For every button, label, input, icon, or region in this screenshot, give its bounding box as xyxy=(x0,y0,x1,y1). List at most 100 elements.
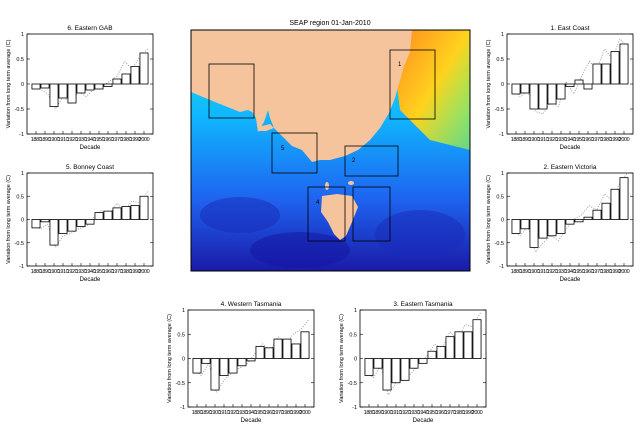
x-tick-label: 1960 xyxy=(583,137,594,143)
bar xyxy=(139,52,149,85)
chart-title: 2. Eastern Victoria xyxy=(544,164,597,171)
y-axis-label: Variation from long term average (C) xyxy=(486,39,492,128)
bar xyxy=(210,358,220,391)
kangaroo-island xyxy=(258,124,274,131)
y-tick-label: 0.5 xyxy=(177,332,185,338)
y-tick-label: 1 xyxy=(501,32,504,38)
x-tick-label: 1920 xyxy=(67,137,78,143)
x-tick-label: 1940 xyxy=(565,137,576,143)
chart-title: 4. Western Tasmania xyxy=(221,301,282,308)
x-tick-label: 1930 xyxy=(76,269,87,275)
x-tick-label: 1960 xyxy=(103,269,114,275)
x-tick-label: 1970 xyxy=(445,410,456,416)
x-tick-label: 1910 xyxy=(58,269,69,275)
x-tick-label: 1990 xyxy=(463,410,474,416)
bar xyxy=(445,336,455,359)
bar xyxy=(112,78,122,85)
map-frame xyxy=(190,29,471,272)
bar xyxy=(255,345,265,359)
bar xyxy=(565,83,575,87)
x-tick-label: 1890 xyxy=(520,269,531,275)
bar xyxy=(400,358,410,381)
bar xyxy=(121,206,131,220)
bar xyxy=(300,331,310,359)
x-tick-label: 1890 xyxy=(40,269,51,275)
bar xyxy=(610,188,620,220)
x-tick-label: 1930 xyxy=(556,137,567,143)
bar xyxy=(547,83,557,105)
x-tick-label: 1920 xyxy=(547,269,558,275)
chart-eastern-victoria: 2. Eastern Victoria-1-0.500.511880189019… xyxy=(486,164,634,283)
bar xyxy=(463,331,473,359)
x-tick-label: 2000 xyxy=(139,137,150,143)
bar xyxy=(40,83,50,89)
x-tick-label: 2000 xyxy=(472,410,483,416)
bar xyxy=(85,219,95,225)
bar xyxy=(130,205,140,220)
bar xyxy=(76,83,86,94)
x-tick-label: 1890 xyxy=(520,137,531,143)
region-label-1: 1 xyxy=(398,62,402,68)
bar xyxy=(556,219,566,234)
bar xyxy=(58,219,68,234)
eddy xyxy=(250,232,350,268)
bar xyxy=(291,343,301,359)
bar xyxy=(520,219,530,230)
x-tick-label: 1970 xyxy=(112,269,123,275)
x-tick-label: 1910 xyxy=(538,137,549,143)
y-axis-label: Variation from long term average (C) xyxy=(6,175,12,264)
y-axis-label: Variation from long term average (C) xyxy=(339,314,345,403)
x-tick-label: 1980 xyxy=(121,137,132,143)
bar xyxy=(103,210,113,220)
flinders-island xyxy=(348,181,354,185)
x-tick-label: 1890 xyxy=(40,137,51,143)
bar xyxy=(139,195,149,220)
y-tick-label: 1 xyxy=(354,308,357,314)
x-tick-label: 1930 xyxy=(237,410,248,416)
y-tick-label: -1 xyxy=(352,405,357,411)
y-tick-label: -0.5 xyxy=(176,381,185,387)
x-tick-label: 1880 xyxy=(192,410,203,416)
bar xyxy=(520,83,530,94)
x-tick-label: 1990 xyxy=(130,269,141,275)
bar xyxy=(40,219,50,223)
bar xyxy=(556,83,566,100)
x-tick-label: 1900 xyxy=(49,137,60,143)
bar xyxy=(94,212,104,220)
x-tick-label: 1960 xyxy=(264,410,275,416)
x-tick-label: 1980 xyxy=(454,410,465,416)
chart-western-tasmania: 4. Western Tasmania-1-0.500.511880189019… xyxy=(167,301,315,424)
chart-east-coast: 1. East Coast -1 -0.5 0 0.5 1 1880189019001910… xyxy=(486,25,634,151)
y-tick-label: 0 xyxy=(21,218,24,224)
x-tick-label: 1940 xyxy=(565,269,576,275)
bar xyxy=(103,83,113,87)
king-island xyxy=(325,182,329,190)
y-tick-label: 0 xyxy=(501,82,504,88)
region-box-5 xyxy=(271,132,318,174)
x-tick-label: 1950 xyxy=(94,137,105,143)
y-tick-label: -1 xyxy=(499,264,504,270)
bar xyxy=(273,338,283,359)
x-tick-label: 1890 xyxy=(201,410,212,416)
bar xyxy=(619,177,629,220)
x-tick-label: 1880 xyxy=(31,269,42,275)
bar xyxy=(592,63,602,85)
x-tick-label: 1950 xyxy=(574,137,585,143)
mainland xyxy=(191,30,412,162)
y-tick-label: 0.5 xyxy=(16,57,24,63)
bar xyxy=(574,219,584,223)
x-tick-label: 1960 xyxy=(436,410,447,416)
bar xyxy=(31,219,41,229)
chart-eastern-gab: 6. Eastern GAB -1 -0.5 0 0.5 1 188018901900191… xyxy=(6,25,154,151)
x-tick-label: 1900 xyxy=(49,269,60,275)
bar xyxy=(49,219,59,246)
y-tick-label: 1 xyxy=(501,171,504,177)
x-tick-label: 1960 xyxy=(583,269,594,275)
x-tick-label: 1950 xyxy=(255,410,266,416)
chart-title: 6. Eastern GAB xyxy=(67,25,112,32)
region-box-3 xyxy=(352,186,391,242)
x-tick-label: 1990 xyxy=(610,269,621,275)
region-box-2 xyxy=(344,145,399,177)
x-tick-label: 1970 xyxy=(112,137,123,143)
bar xyxy=(67,219,77,232)
